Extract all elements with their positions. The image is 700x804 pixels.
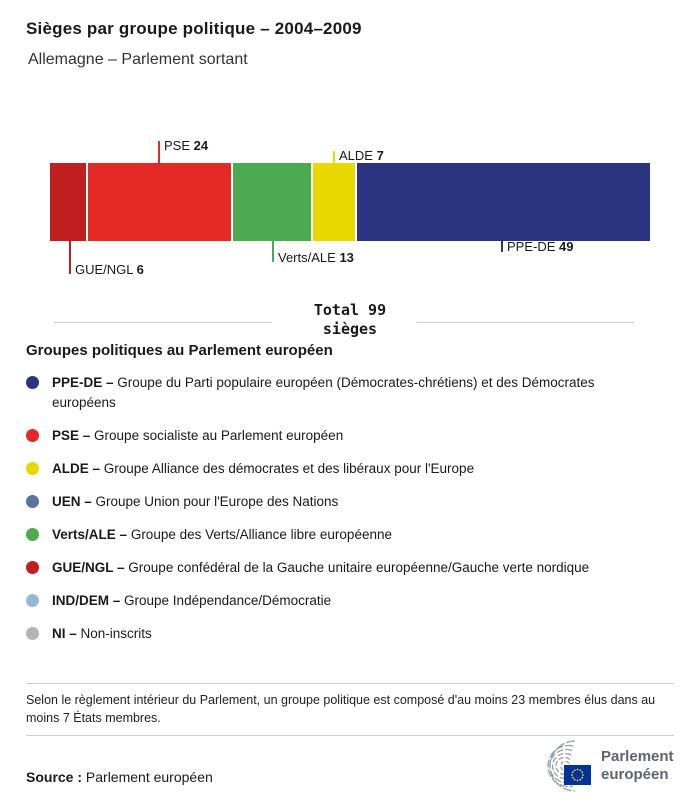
legend-dot-verts-ale xyxy=(26,528,39,541)
legend-dot-gue-ngl xyxy=(26,561,39,574)
total-divider-right xyxy=(417,322,634,323)
callout-tick-verts-ale xyxy=(272,241,274,262)
footnote-divider-top xyxy=(26,683,674,684)
legend-item-ind-dem: IND/DEM – Groupe Indépendance/Démocratie xyxy=(26,591,646,611)
source-label: Source : xyxy=(26,769,83,785)
bar-segment-alde xyxy=(313,163,355,241)
legend-dot-ni xyxy=(26,627,39,640)
callout-label-ppe-de: PPE-DE 49 xyxy=(507,239,574,254)
total-divider-left xyxy=(54,322,272,323)
bar-segment-gue-ngl xyxy=(50,163,86,241)
parliament-logo: Parlement européen xyxy=(531,738,674,794)
parliament-logo-text: Parlement européen xyxy=(601,748,674,783)
callout-tick-gue-ngl xyxy=(69,241,71,274)
source-value: Parlement européen xyxy=(85,769,213,785)
seat-bar xyxy=(50,163,650,241)
callout-label-gue-ngl: GUE/NGL 6 xyxy=(75,262,144,277)
source-line: Source : Parlement européen xyxy=(26,769,213,785)
legend-dot-ppe-de xyxy=(26,376,39,389)
legend-dot-pse xyxy=(26,429,39,442)
legend-dot-ind-dem xyxy=(26,594,39,607)
hemicycle-flag-icon xyxy=(547,740,591,792)
callout-label-alde: ALDE 7 xyxy=(339,148,384,163)
callout-tick-ppe-de xyxy=(501,241,503,252)
bar-segment-pse xyxy=(87,163,232,241)
callout-label-verts-ale: Verts/ALE 13 xyxy=(278,250,354,265)
legend-item-verts-ale: Verts/ALE – Groupe des Verts/Alliance li… xyxy=(26,525,646,545)
bar-segment-ppe-de xyxy=(356,163,650,241)
legend-item-gue-ngl: GUE/NGL – Groupe confédéral de la Gauche… xyxy=(26,558,646,578)
legend-dot-uen xyxy=(26,495,39,508)
callout-label-pse: PSE 24 xyxy=(164,138,209,153)
callout-tick-pse xyxy=(158,141,160,163)
footnote-divider-bottom xyxy=(26,735,674,736)
callout-tick-alde xyxy=(333,151,335,163)
footnote-text: Selon le règlement intérieur du Parlemen… xyxy=(26,693,656,725)
page-subtitle: Allemagne – Parlement sortant xyxy=(28,51,248,68)
legend-dot-alde xyxy=(26,462,39,475)
legend-item-alde: ALDE – Groupe Alliance des démocrates et… xyxy=(26,459,646,479)
legend-item-ppe-de: PPE-DE – Groupe du Parti populaire europ… xyxy=(26,373,646,413)
legend-heading: Groupes politiques au Parlement européen xyxy=(26,342,333,359)
legend-item-pse: PSE – Groupe socialiste au Parlement eur… xyxy=(26,426,646,446)
legend-list: PPE-DE – Groupe du Parti populaire europ… xyxy=(26,373,646,657)
legend-item-uen: UEN – Groupe Union pour l'Europe des Nat… xyxy=(26,492,646,512)
page-title: Sièges par groupe politique – 2004–2009 xyxy=(26,19,362,38)
total-seats: Total 99 sièges xyxy=(313,301,387,338)
bar-segment-verts-ale xyxy=(233,163,312,241)
legend-item-ni: NI – Non-inscrits xyxy=(26,624,646,644)
